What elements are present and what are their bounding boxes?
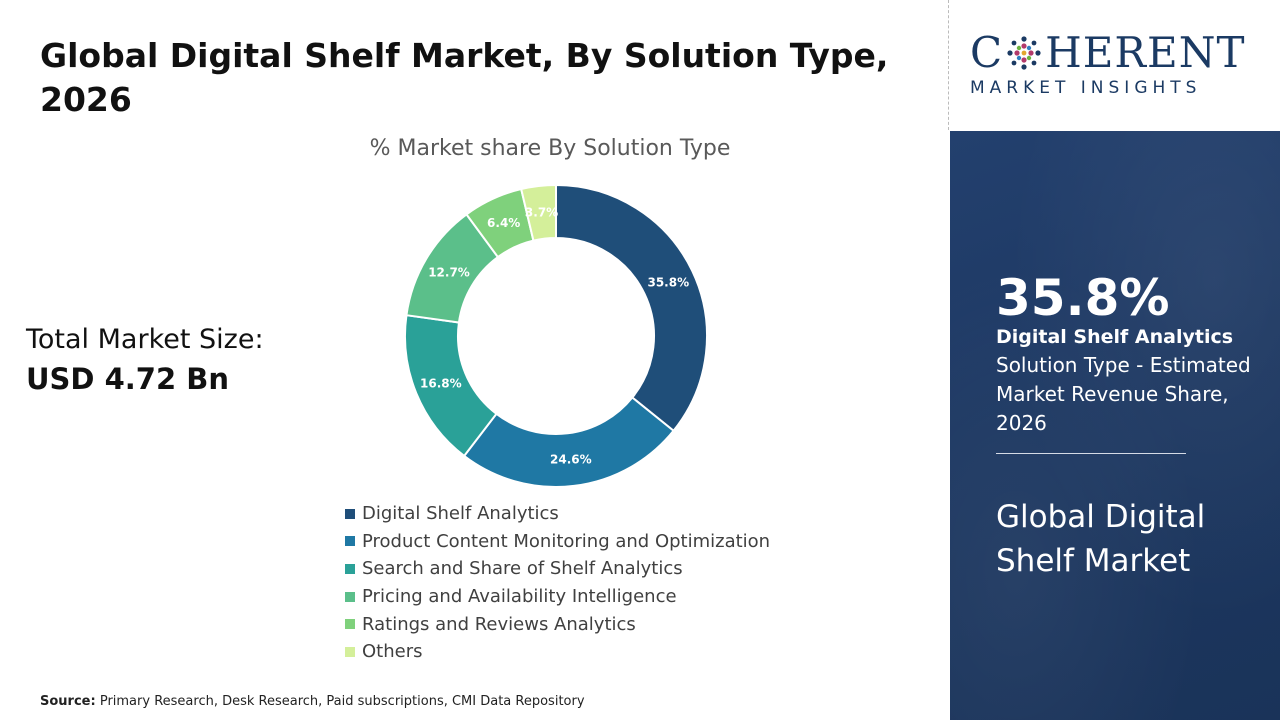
legend-label: Digital Shelf Analytics — [362, 503, 559, 525]
chart-subtitle: % Market share By Solution Type — [369, 136, 731, 161]
legend-item: Ratings and Reviews Analytics — [345, 610, 770, 638]
logo-text-right: HERENT — [1045, 28, 1246, 77]
divider — [948, 0, 951, 130]
panel-divider — [996, 453, 1186, 454]
donut-chart: 35.8% 24.6% 16.8% 12.7% 6.4% 3.7% — [404, 183, 708, 488]
page-title: Global Digital Shelf Market, By Solution… — [40, 36, 889, 119]
slice-data-label: 35.8% — [647, 275, 689, 289]
donut-slice — [520, 183, 557, 242]
slice-data-label: 6.4% — [487, 216, 520, 230]
legend-item: Pricing and Availability Intelligence — [345, 583, 770, 611]
market-name: Global Digital Shelf Market — [996, 499, 1206, 579]
highlight-value: 35.8% — [996, 269, 1170, 327]
legend-label: Pricing and Availability Intelligence — [362, 586, 677, 608]
legend-label: Search and Share of Shelf Analytics — [362, 558, 683, 580]
legend-item: Digital Shelf Analytics — [345, 500, 770, 528]
legend-label: Ratings and Reviews Analytics — [362, 613, 636, 635]
legend-item: Product Content Monitoring and Optimizat… — [345, 528, 770, 556]
source-label: Source: — [40, 694, 96, 709]
legend-label: Others — [362, 641, 423, 663]
logo-wordmark: C — [970, 28, 1245, 77]
summary-sidebar: C — [950, 0, 1280, 720]
slice-data-label: 24.6% — [550, 453, 592, 467]
legend-item: Search and Share of Shelf Analytics — [345, 555, 770, 583]
chart-legend: Digital Shelf Analytics Product Content M… — [345, 500, 770, 666]
donut-slice — [462, 396, 675, 488]
legend-swatch — [345, 508, 355, 519]
legend-swatch — [345, 591, 355, 602]
logo-dot-globe-icon — [1007, 35, 1041, 70]
slice-data-label: 16.8% — [420, 376, 462, 390]
total-market-size-value: USD 4.72 Bn — [26, 362, 229, 396]
legend-item: Others — [345, 638, 770, 666]
source-text: Primary Research, Desk Research, Paid su… — [99, 694, 585, 709]
legend-swatch — [345, 563, 355, 574]
highlight-panel: 35.8% Digital Shelf Analytics Solution T… — [950, 131, 1280, 720]
legend-swatch — [345, 619, 355, 630]
logo-tagline: MARKET INSIGHTS — [970, 78, 1202, 98]
company-logo: C — [950, 0, 1280, 131]
source-note: Source: Primary Research, Desk Research,… — [40, 694, 585, 709]
legend-label: Product Content Monitoring and Optimizat… — [362, 530, 771, 552]
donut-slice — [555, 183, 708, 433]
logo-text-left: C — [970, 28, 1004, 77]
chart-area: Global Digital Shelf Market, By Solution… — [26, 36, 889, 709]
legend-swatch — [345, 646, 355, 657]
highlight-segment-name: Digital Shelf Analytics — [996, 326, 1234, 348]
highlight-description: Solution Type - Estimated Market Revenue… — [996, 353, 1251, 435]
slice-data-label: 12.7% — [428, 265, 470, 279]
total-market-size-label: Total Market Size: — [26, 324, 264, 355]
slice-data-label: 3.7% — [525, 205, 558, 219]
legend-swatch — [345, 536, 355, 547]
